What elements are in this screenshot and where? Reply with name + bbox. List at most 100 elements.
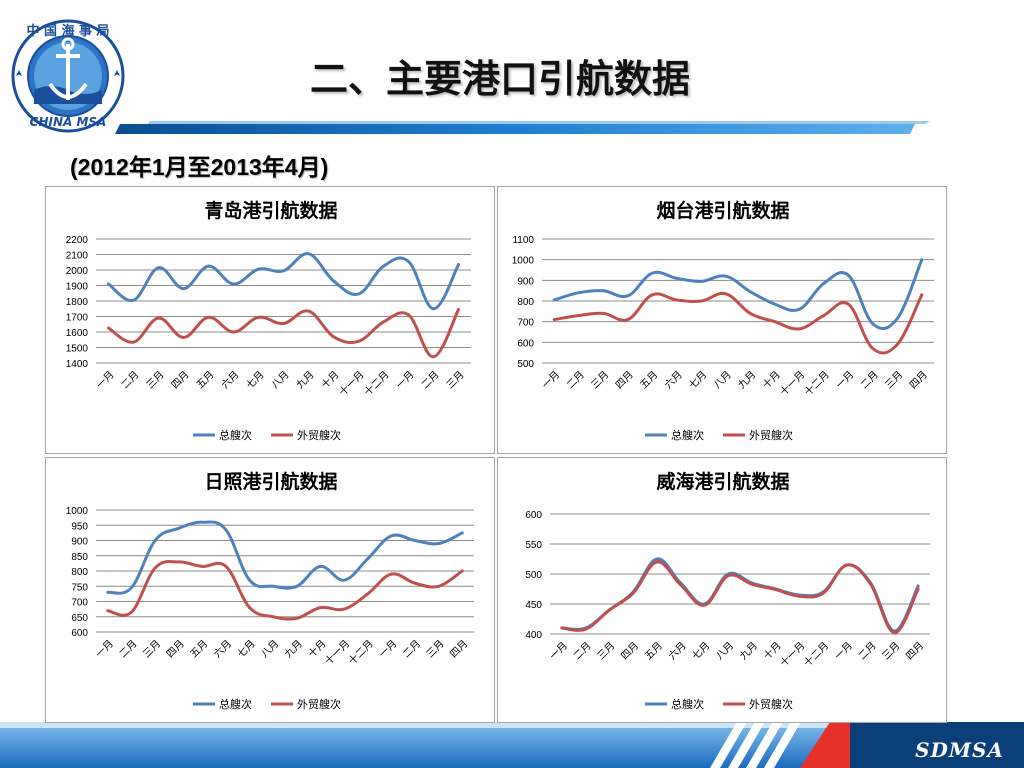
data-point [457,308,460,311]
data-point [457,263,460,266]
y-tick-label: 750 [71,582,88,593]
header-stripe [115,124,915,134]
y-tick-label: 500 [525,570,542,581]
x-tick-label: 二月 [117,638,140,661]
data-point [460,531,464,535]
x-tick-label: 三月 [141,638,164,661]
data-point [153,566,157,570]
data-point [282,269,285,273]
x-tick-label: 三月 [444,369,467,392]
y-tick-label: 1000 [512,256,535,267]
data-point [650,293,654,297]
data-point [282,322,285,325]
data-point [382,320,385,324]
data-point [774,588,778,591]
data-point [342,578,346,582]
data-point [916,584,920,588]
data-point [271,584,275,588]
x-tick-label: 四月 [169,369,192,392]
data-point [132,298,135,302]
chart-title: 青岛港引航数据 [204,199,337,222]
footer-brand: SDMSA [915,738,1004,762]
x-tick-label: 十二月 [361,368,391,398]
data-point [257,267,260,271]
page-title: 二、主要港口引航数据 [309,57,690,101]
china-msa-logo: 中 国 海 事 局 CHINA MSA [6,18,130,136]
data-point [132,340,135,344]
data-point [307,252,310,256]
y-tick-label: 1900 [66,282,89,293]
data-point [248,606,251,609]
line-chart: 青岛港引航数据 1400 1500 1600 1700 1800 1900 2000 2100 2… [66,199,471,442]
data-point [182,287,185,290]
data-point [437,584,440,588]
y-tick-label: 650 [71,613,88,624]
data-point [207,264,210,268]
data-point [407,313,410,317]
data-point [413,581,417,585]
x-tick-label: 一月 [394,369,417,392]
data-point [626,318,630,321]
data-point [552,318,556,321]
y-tick-label: 1700 [66,313,89,324]
series-line [106,560,464,621]
x-tick-label: 八月 [269,369,292,392]
x-tick-label: 三月 [589,369,612,392]
legend-label: 外贸艘次 [297,428,341,442]
x-tick-label: 一月 [834,369,857,392]
data-point [432,355,435,359]
data-point [200,565,204,568]
y-tick-label: 1800 [66,297,89,308]
data-point [601,289,605,293]
chart-panel-qingdao: 青岛港引航数据 1400 1500 1600 1700 1800 1900 2000 2100 2… [45,186,495,454]
y-tick-label: 700 [517,318,534,329]
x-tick-label: 四月 [613,369,636,392]
x-tick-label: 九月 [282,638,305,661]
data-point [295,616,299,620]
data-point [773,302,777,306]
data-point [560,626,564,630]
y-tick-label: 550 [525,540,542,551]
data-point [920,258,924,262]
data-point [845,563,849,567]
data-point [224,565,228,568]
y-tick-label: 600 [525,510,542,521]
series-line [552,291,924,355]
data-point [895,317,899,320]
data-point [342,607,346,611]
data-point [726,574,730,578]
data-point [607,608,611,612]
y-tick-label: 900 [517,276,534,287]
data-point [130,610,133,614]
data-point [601,312,605,315]
data-point [389,572,393,576]
data-point [307,309,310,313]
x-tick-label: 六月 [219,369,242,392]
data-point [869,582,873,586]
svg-text:中 国 海 事 局: 中 国 海 事 局 [26,23,109,39]
legend-label: 总艘次 [671,428,704,442]
data-point [257,315,260,319]
y-tick-label: 400 [525,630,542,641]
x-tick-label: 二月 [856,640,879,663]
legend-label: 外贸艘次 [297,697,341,711]
data-point [106,590,110,594]
data-point [822,282,826,285]
x-tick-label: 四月 [448,638,471,661]
svg-text:CHINA MSA: CHINA MSA [30,115,107,129]
chart-panel-weihai: 威海港引航数据 400 450 500 550 600 一月 二月 三月 四月 五月 六月 七月 八月 九月… [497,457,947,723]
y-tick-label: 1500 [66,344,89,355]
x-tick-label: 十一月 [777,368,807,398]
x-tick-label: 七月 [235,638,258,661]
series-line [560,557,920,633]
x-tick-label: 五月 [194,369,217,392]
data-point [271,615,275,619]
y-tick-label: 2000 [66,266,89,277]
data-point [699,279,703,283]
data-point [920,293,924,297]
data-point [107,282,110,286]
y-tick-label: 1400 [66,359,89,370]
x-tick-label: 五月 [188,638,211,661]
data-point [319,606,322,609]
x-tick-label: 九月 [736,369,759,392]
